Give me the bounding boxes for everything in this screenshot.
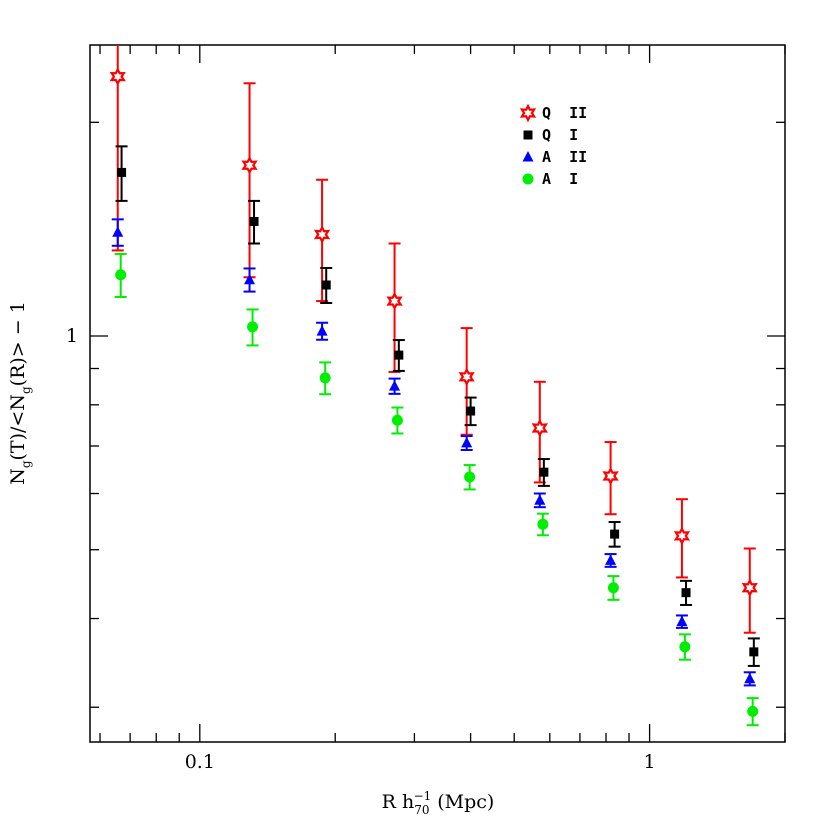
point (537, 518, 549, 530)
legend-label: A II (542, 148, 587, 166)
point (466, 406, 476, 416)
y-tick-label: 1 (66, 325, 78, 347)
legend-marker (522, 173, 534, 185)
legend-marker (523, 130, 533, 140)
point (241, 155, 258, 175)
legend-label: A I (542, 170, 578, 188)
point (109, 67, 126, 86)
point (676, 615, 688, 627)
point (681, 588, 691, 598)
x-tick-label: 1 (644, 751, 656, 773)
point (673, 526, 691, 546)
point (539, 467, 549, 477)
point (749, 647, 759, 657)
point (115, 269, 127, 281)
point (605, 554, 617, 565)
point (744, 672, 756, 684)
point (461, 436, 473, 448)
point (531, 418, 549, 438)
point (247, 321, 259, 333)
point (534, 494, 546, 505)
point (313, 225, 331, 244)
legend-marker (519, 103, 537, 123)
point (747, 705, 759, 717)
point (389, 380, 401, 391)
point (391, 414, 403, 426)
point (607, 582, 619, 594)
x-axis-label: R h70−1 (Mpc) (382, 789, 495, 817)
point (741, 578, 758, 598)
point (464, 471, 476, 483)
point (602, 466, 619, 486)
point (244, 273, 256, 285)
plot-frame (89, 44, 786, 743)
legend-label: Q I (542, 126, 578, 144)
point (679, 641, 691, 653)
point (316, 325, 328, 336)
point (321, 280, 331, 290)
point (610, 529, 620, 539)
point (112, 226, 124, 237)
point (386, 291, 403, 311)
point (319, 372, 331, 384)
y-axis-label: Ng(T)/<Ng(R)> − 1 (7, 301, 33, 485)
legend-marker (522, 151, 534, 162)
point (458, 367, 475, 387)
point (117, 167, 127, 177)
legend-label: Q II (542, 104, 587, 122)
point (249, 216, 259, 226)
x-tick-label: 0.1 (185, 751, 215, 773)
point (394, 350, 404, 360)
